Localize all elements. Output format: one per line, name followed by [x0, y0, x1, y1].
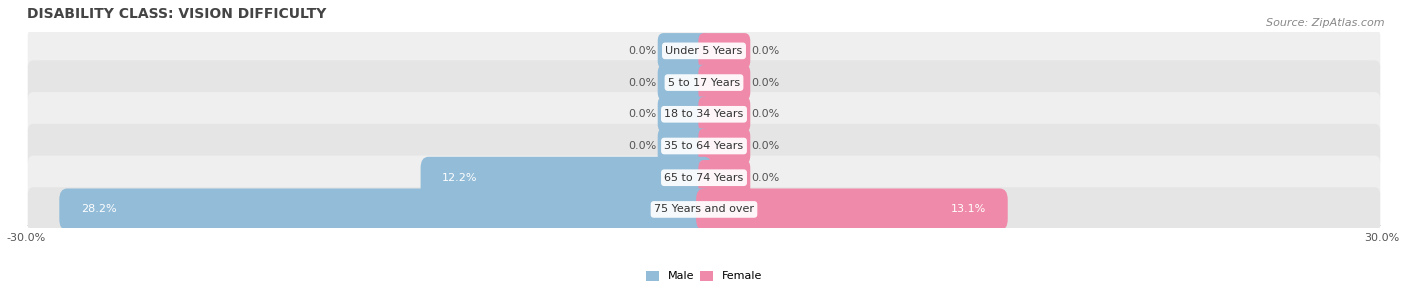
Text: 75 Years and over: 75 Years and over [654, 204, 754, 214]
Text: 0.0%: 0.0% [751, 77, 780, 88]
FancyBboxPatch shape [658, 65, 710, 100]
Text: 35 to 64 Years: 35 to 64 Years [665, 141, 744, 151]
Text: 18 to 34 Years: 18 to 34 Years [665, 109, 744, 119]
FancyBboxPatch shape [28, 187, 1381, 231]
FancyBboxPatch shape [28, 60, 1381, 105]
FancyBboxPatch shape [420, 157, 711, 199]
Text: 12.2%: 12.2% [441, 173, 478, 183]
Text: 0.0%: 0.0% [751, 173, 780, 183]
FancyBboxPatch shape [699, 96, 751, 132]
FancyBboxPatch shape [699, 128, 751, 164]
Legend: Male, Female: Male, Female [641, 266, 766, 286]
Text: 13.1%: 13.1% [950, 204, 986, 214]
Text: DISABILITY CLASS: VISION DIFFICULTY: DISABILITY CLASS: VISION DIFFICULTY [27, 7, 326, 21]
Text: 5 to 17 Years: 5 to 17 Years [668, 77, 740, 88]
Text: 0.0%: 0.0% [628, 77, 657, 88]
Text: 0.0%: 0.0% [751, 109, 780, 119]
FancyBboxPatch shape [28, 156, 1381, 200]
FancyBboxPatch shape [658, 33, 710, 69]
Text: Under 5 Years: Under 5 Years [665, 46, 742, 56]
Text: 0.0%: 0.0% [628, 46, 657, 56]
Text: 65 to 74 Years: 65 to 74 Years [665, 173, 744, 183]
FancyBboxPatch shape [28, 124, 1381, 168]
Text: 0.0%: 0.0% [751, 141, 780, 151]
FancyBboxPatch shape [59, 188, 711, 230]
Text: 0.0%: 0.0% [628, 109, 657, 119]
FancyBboxPatch shape [696, 188, 1008, 230]
Text: 0.0%: 0.0% [751, 46, 780, 56]
FancyBboxPatch shape [28, 92, 1381, 137]
FancyBboxPatch shape [699, 33, 751, 69]
FancyBboxPatch shape [658, 128, 710, 164]
Text: 0.0%: 0.0% [628, 141, 657, 151]
FancyBboxPatch shape [28, 29, 1381, 73]
Text: 28.2%: 28.2% [80, 204, 117, 214]
FancyBboxPatch shape [658, 96, 710, 132]
FancyBboxPatch shape [699, 160, 751, 196]
Text: Source: ZipAtlas.com: Source: ZipAtlas.com [1267, 18, 1385, 28]
FancyBboxPatch shape [699, 65, 751, 100]
